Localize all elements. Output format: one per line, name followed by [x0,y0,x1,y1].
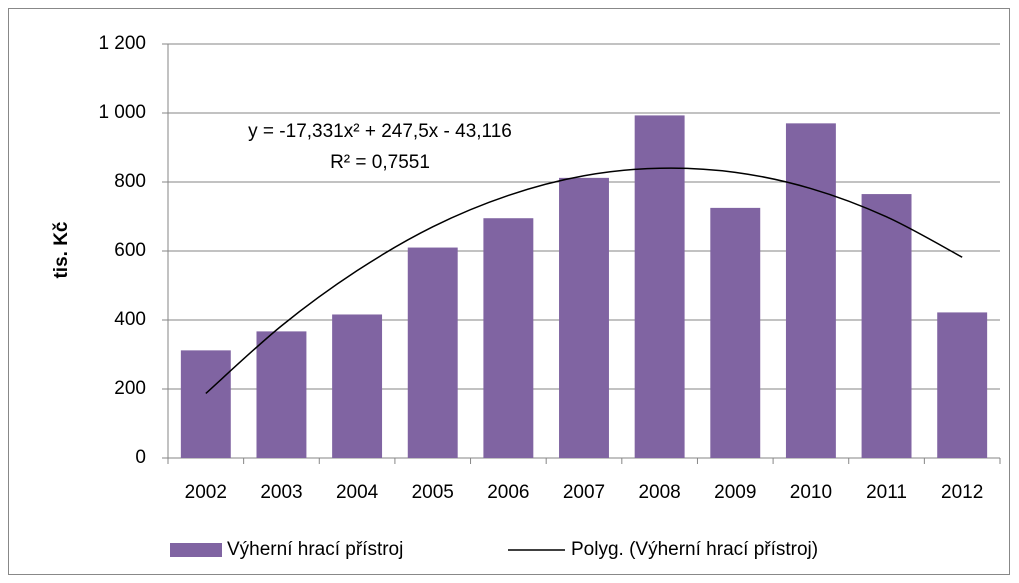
x-tick-label: 2008 [638,482,680,503]
y-tick-label: 0 [135,447,146,468]
x-tick-label: 2010 [790,482,832,503]
bar [785,123,836,458]
x-tick-label: 2009 [714,482,756,503]
x-tick-label: 2002 [185,482,227,503]
x-tick-label: 2003 [260,482,302,503]
bar [861,194,912,458]
annotation: y = -17,331x² + 247,5x - 43,116 [248,121,512,142]
legend-swatch [170,543,222,557]
x-tick-label: 2007 [563,482,605,503]
y-tick-label: 1 000 [98,102,146,123]
y-tick-label: 400 [114,309,146,330]
bar [710,207,761,458]
bar [256,331,307,458]
bar [634,115,685,458]
x-tick-label: 2012 [941,482,983,503]
bar [559,177,609,459]
x-tick-label: 2004 [336,482,379,503]
x-tick-label: 2005 [412,482,454,503]
y-axis-label: tis. Kč [51,221,72,278]
y-tick-label: 600 [114,240,146,261]
trend-line [205,167,963,395]
x-tick-label: 2011 [866,482,907,503]
y-tick-label: 200 [114,378,146,399]
x-tick-label: 2006 [487,482,529,503]
bar [332,314,383,458]
bar [483,218,534,458]
bar [937,312,988,458]
y-tick-label: 800 [114,171,146,192]
annotation: R² = 0,7551 [330,152,430,173]
legend-label: Polyg. (Výherní hrací přístroj) [571,539,818,560]
legend-label: Výherní hrací přístroj [227,539,403,560]
bar [407,247,458,458]
bar [180,350,231,458]
y-tick-label: 1 200 [98,33,146,54]
